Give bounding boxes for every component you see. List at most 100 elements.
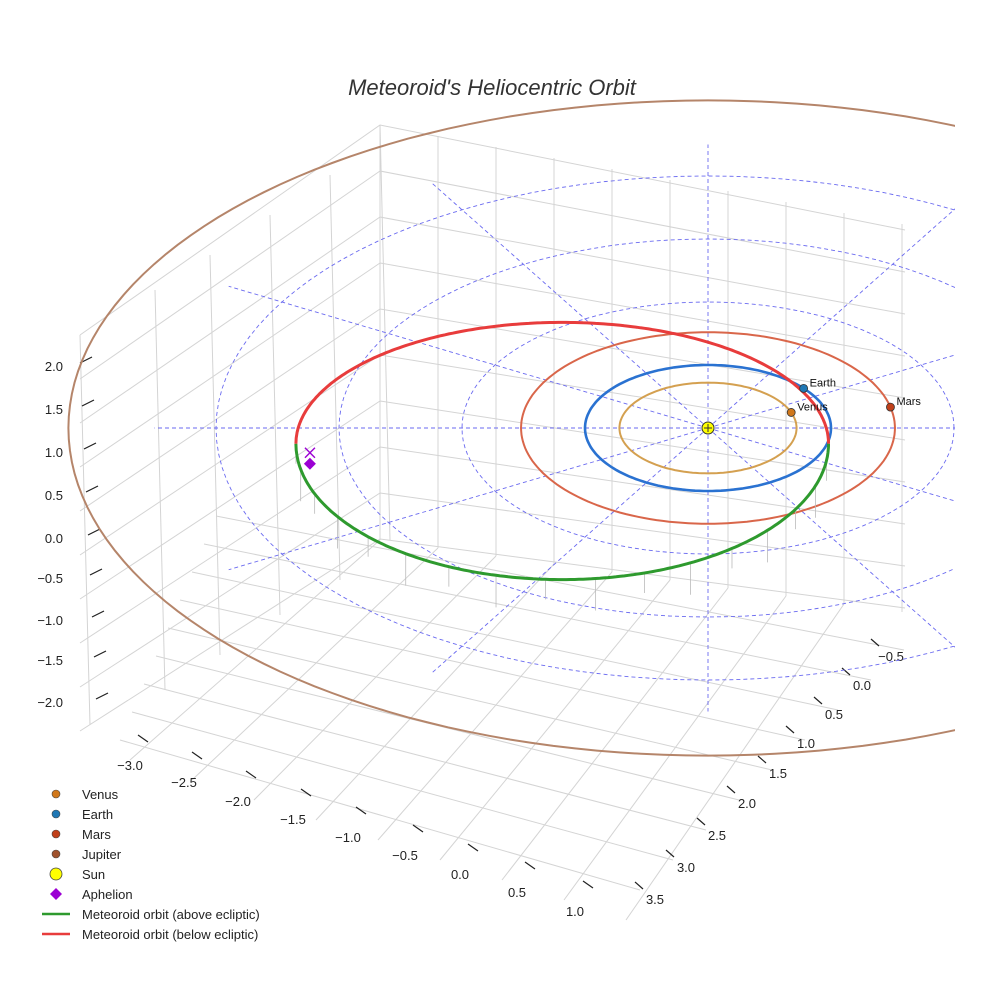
- ecliptic-spoke: [430, 427, 709, 674]
- orbits-layer: [67, 99, 955, 757]
- z-tick-label: −0.5: [37, 571, 63, 586]
- ecliptic-spoke: [430, 182, 709, 429]
- z-tick-label: 0.0: [45, 531, 63, 546]
- legend-label: Earth: [82, 807, 113, 822]
- aphelion-cross: [304, 447, 316, 459]
- y-tick-label: 1.0: [797, 736, 815, 751]
- planet-label-venus: Venus: [797, 401, 828, 413]
- grid-line: [377, 571, 613, 841]
- y-tick-label: 0.0: [853, 678, 871, 693]
- grid-line: [79, 308, 906, 512]
- grid-line: [79, 334, 91, 726]
- y-tick-mark: [634, 881, 644, 890]
- grid-line: [79, 400, 906, 600]
- grid-line: [315, 563, 555, 821]
- grid-line: [79, 538, 906, 732]
- legend-label: Meteoroid orbit (below ecliptic): [82, 927, 258, 942]
- y-tick-label: 3.0: [677, 860, 695, 875]
- grid-line: [215, 515, 905, 651]
- grid-line: [439, 579, 671, 861]
- z-tick-label: 1.5: [45, 402, 63, 417]
- legend-label: Sun: [82, 867, 105, 882]
- x-tick-mark: [412, 824, 424, 833]
- legend-label: Meteoroid orbit (above ecliptic): [82, 907, 260, 922]
- y-tick-label: 1.5: [769, 766, 787, 781]
- x-tick-label: −0.5: [392, 848, 418, 863]
- aphelion-marker: [303, 457, 316, 470]
- legend-marker: [50, 888, 62, 900]
- y-tick-mark: [813, 696, 823, 705]
- grid-line: [179, 599, 806, 741]
- grid-line: [79, 124, 906, 336]
- planet-label-mars: Mars: [896, 396, 921, 408]
- z-tick-label: 2.0: [45, 359, 63, 374]
- meteoroid-orbit-below-ecliptic: [294, 320, 830, 444]
- ecliptic-spoke: [228, 427, 709, 571]
- legend-label: Mars: [82, 827, 111, 842]
- planet-marker-mars: [886, 402, 895, 412]
- orbit-venus: [618, 381, 798, 475]
- grid-line: [79, 354, 906, 556]
- grid-line: [154, 289, 166, 691]
- z-tick-mark: [85, 485, 99, 493]
- grid-line: [191, 571, 839, 711]
- chart-title: Meteoroid's Heliocentric Orbit: [348, 75, 637, 100]
- x-tick-label: −2.0: [225, 794, 251, 809]
- axis-ticks: −3.0 −2.5 −2.0 −1.5 −1.0 −0.5 0.0 0.5 1.0 −0.5 0.0…: [37, 356, 904, 919]
- x-tick-mark: [300, 788, 312, 797]
- z-tick-label: 0.5: [45, 488, 63, 503]
- x-tick-mark: [582, 880, 594, 889]
- z-tick-mark: [95, 692, 109, 700]
- grid-line: [167, 627, 773, 771]
- y-tick-mark: [870, 638, 880, 647]
- ecliptic-reference-grid: [154, 144, 955, 712]
- y-tick-mark: [665, 849, 675, 858]
- grid-line: [129, 539, 381, 761]
- grid-line: [203, 543, 872, 681]
- legend-marker: [51, 809, 61, 819]
- meteoroid-orbit-above-ecliptic: [294, 443, 830, 582]
- z-tick-mark: [81, 399, 95, 407]
- grid-line: [209, 254, 221, 656]
- planet-label-earth: Earth: [810, 377, 836, 389]
- x-tick-mark: [524, 861, 536, 870]
- x-tick-mark: [191, 751, 203, 760]
- grid-line: [79, 262, 906, 468]
- z-tick-label: 1.0: [45, 445, 63, 460]
- y-tick-mark: [757, 755, 767, 764]
- z-tick-label: −2.0: [37, 695, 63, 710]
- z-tick-mark: [83, 442, 97, 450]
- grid-line: [269, 214, 281, 616]
- y-tick-mark: [726, 785, 736, 794]
- grid-line: [625, 603, 845, 921]
- planet-marker-earth: [799, 383, 809, 393]
- y-tick-mark: [696, 817, 706, 826]
- grid-line: [79, 492, 906, 688]
- orbit-jupiter: [67, 99, 955, 757]
- legend-label: Venus: [82, 787, 119, 802]
- y-tick-label: 3.5: [646, 892, 664, 907]
- legend-label: Jupiter: [82, 847, 122, 862]
- z-tick-label: −1.5: [37, 653, 63, 668]
- grid-line: [501, 587, 729, 881]
- ecliptic-spoke: [228, 285, 709, 429]
- markers-layer: Venus Earth Mars: [303, 377, 921, 470]
- planet-marker-venus: [786, 408, 796, 417]
- x-tick-mark: [467, 843, 479, 852]
- y-tick-mark: [785, 725, 795, 734]
- x-tick-label: 0.5: [508, 885, 526, 900]
- grid-line: [329, 174, 341, 581]
- y-tick-mark: [841, 667, 851, 676]
- x-tick-label: −1.0: [335, 830, 361, 845]
- x-tick-label: −1.5: [280, 812, 306, 827]
- grid-line: [253, 555, 497, 801]
- legend-marker: [51, 789, 61, 799]
- z-tick-label: −1.0: [37, 613, 63, 628]
- x-tick-mark: [137, 734, 149, 743]
- orbit-mars: [519, 331, 896, 525]
- z-tick-mark: [87, 528, 101, 536]
- grid-line: [131, 711, 674, 861]
- y-tick-label: 0.5: [825, 707, 843, 722]
- legend-label: Aphelion: [82, 887, 133, 902]
